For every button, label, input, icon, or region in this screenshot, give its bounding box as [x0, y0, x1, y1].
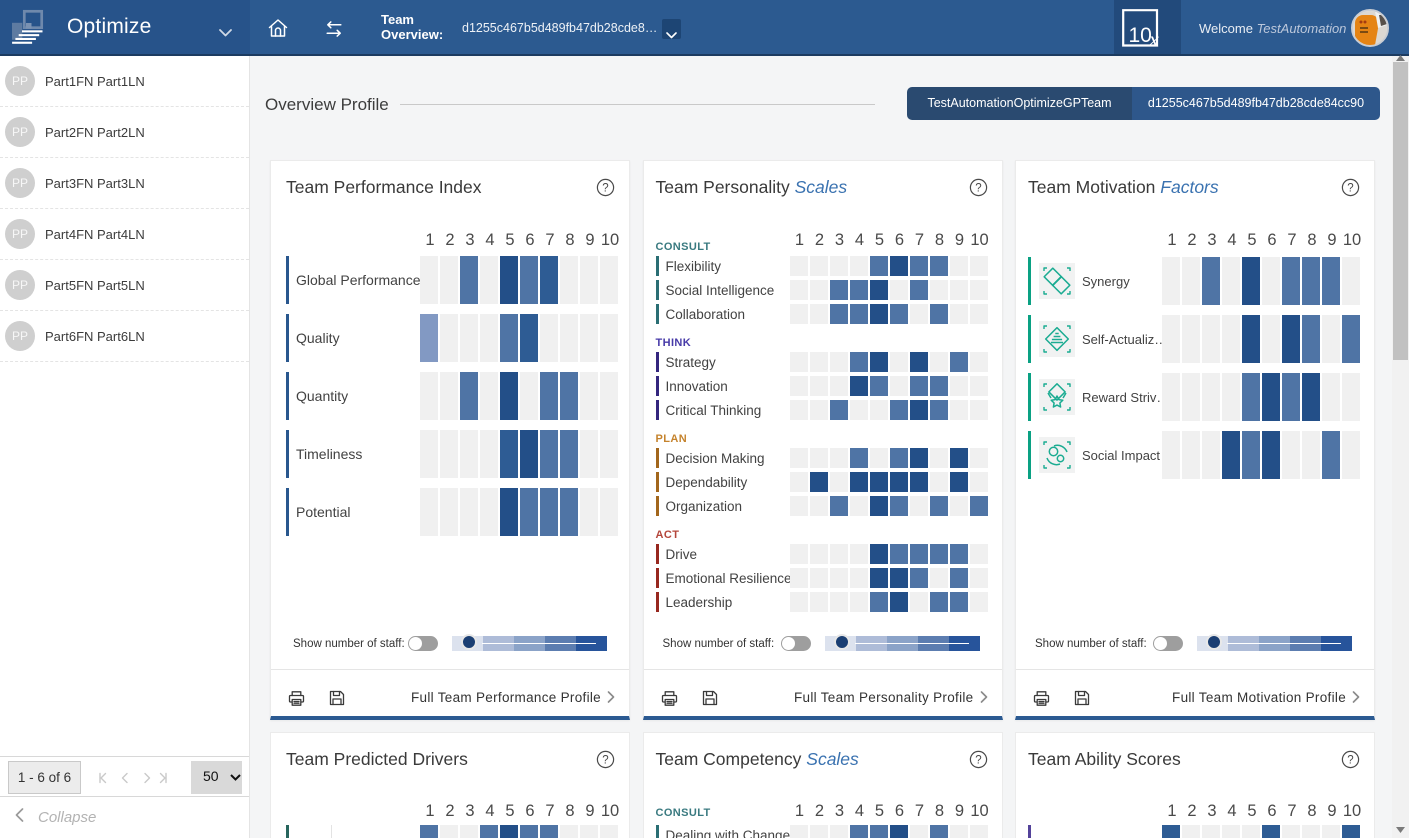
svg-text:10: 10	[1129, 24, 1152, 47]
svg-text:?: ?	[975, 183, 981, 195]
svg-text:x: x	[1148, 27, 1159, 52]
svg-text:?: ?	[602, 755, 608, 767]
svg-text:?: ?	[975, 755, 981, 767]
svg-text:?: ?	[602, 183, 608, 195]
svg-text:?: ?	[1347, 183, 1353, 195]
svg-text:?: ?	[1347, 755, 1353, 767]
